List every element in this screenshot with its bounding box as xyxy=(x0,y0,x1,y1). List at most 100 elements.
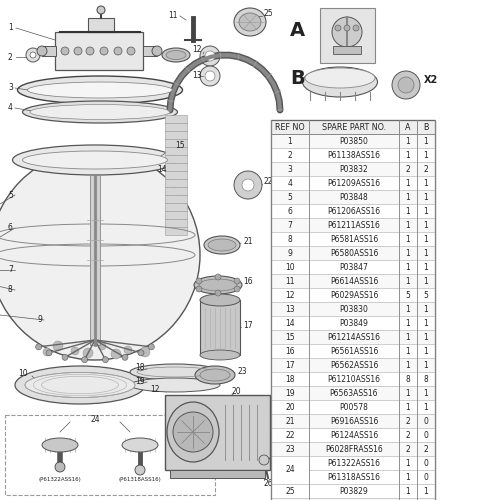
Text: 1: 1 xyxy=(406,136,410,145)
Text: 8: 8 xyxy=(406,374,410,384)
Bar xyxy=(165,227,187,235)
Bar xyxy=(55,32,143,70)
Bar xyxy=(90,175,100,345)
Circle shape xyxy=(86,47,94,55)
Ellipse shape xyxy=(15,366,145,404)
Text: 1: 1 xyxy=(406,276,410,285)
Text: 1: 1 xyxy=(406,248,410,258)
Text: 15: 15 xyxy=(285,332,295,342)
Bar xyxy=(271,134,435,148)
Text: P6028FRASS16: P6028FRASS16 xyxy=(325,444,383,454)
Bar xyxy=(165,115,187,123)
Bar xyxy=(271,246,435,260)
Bar xyxy=(165,395,270,470)
Text: 7: 7 xyxy=(8,266,13,274)
Text: P03830: P03830 xyxy=(340,304,368,314)
Bar xyxy=(270,415,282,430)
Text: P03850: P03850 xyxy=(340,136,368,145)
Circle shape xyxy=(0,150,200,360)
Text: P6563ASS16: P6563ASS16 xyxy=(330,388,378,398)
Ellipse shape xyxy=(18,76,182,104)
Circle shape xyxy=(62,354,68,360)
Bar xyxy=(271,498,435,500)
Text: 9: 9 xyxy=(38,316,43,324)
Text: 1: 1 xyxy=(288,136,292,145)
Circle shape xyxy=(140,347,150,357)
Text: 2: 2 xyxy=(288,150,292,160)
Text: 2: 2 xyxy=(406,164,410,173)
Bar xyxy=(271,400,435,414)
Text: 2: 2 xyxy=(424,444,428,454)
Text: 19: 19 xyxy=(136,376,145,386)
Text: SPARE PART NO.: SPARE PART NO. xyxy=(322,122,386,132)
Bar xyxy=(271,204,435,218)
Ellipse shape xyxy=(30,104,170,120)
Circle shape xyxy=(53,341,63,351)
Text: P61206ASS16: P61206ASS16 xyxy=(328,206,380,216)
Bar xyxy=(333,46,361,54)
Text: 20: 20 xyxy=(232,388,241,396)
Circle shape xyxy=(215,274,221,280)
Text: 20: 20 xyxy=(285,402,295,411)
Ellipse shape xyxy=(28,82,172,98)
Circle shape xyxy=(398,77,414,93)
Circle shape xyxy=(97,6,105,14)
Text: 8: 8 xyxy=(8,286,13,294)
Text: 1: 1 xyxy=(424,234,428,244)
Text: 23: 23 xyxy=(285,444,295,454)
Text: 1: 1 xyxy=(424,304,428,314)
Text: P6581ASS16: P6581ASS16 xyxy=(330,234,378,244)
Text: 1: 1 xyxy=(424,248,428,258)
Text: P61322ASS16: P61322ASS16 xyxy=(328,458,380,468)
Ellipse shape xyxy=(12,145,177,175)
Text: P03848: P03848 xyxy=(340,192,368,202)
Circle shape xyxy=(173,412,213,452)
Text: 10: 10 xyxy=(18,370,28,378)
Text: P6562ASS16: P6562ASS16 xyxy=(330,360,378,370)
Text: 5: 5 xyxy=(288,192,292,202)
Text: 1: 1 xyxy=(406,206,410,216)
Bar xyxy=(271,260,435,274)
Circle shape xyxy=(215,290,221,296)
Text: A: A xyxy=(290,20,305,40)
Circle shape xyxy=(392,71,420,99)
Bar xyxy=(165,163,187,171)
Circle shape xyxy=(344,25,350,31)
Bar xyxy=(271,456,435,484)
Text: 3: 3 xyxy=(288,164,292,173)
Text: 4: 4 xyxy=(8,104,13,112)
Circle shape xyxy=(152,46,162,56)
Text: 1: 1 xyxy=(406,472,410,482)
Text: P6580ASS16: P6580ASS16 xyxy=(330,248,378,258)
Bar xyxy=(320,8,375,63)
Text: 12: 12 xyxy=(192,46,202,54)
Text: 24: 24 xyxy=(90,416,100,424)
Text: 1: 1 xyxy=(424,388,428,398)
Text: 6: 6 xyxy=(288,206,292,216)
Text: 0: 0 xyxy=(424,416,428,426)
Ellipse shape xyxy=(42,438,78,452)
Bar xyxy=(165,139,187,147)
Text: P61138ASS16: P61138ASS16 xyxy=(328,150,380,160)
Text: 26: 26 xyxy=(264,478,274,488)
Text: 1: 1 xyxy=(406,262,410,272)
Text: 11: 11 xyxy=(168,10,178,20)
Bar xyxy=(271,442,435,456)
Text: P03847: P03847 xyxy=(340,262,368,272)
Text: 14: 14 xyxy=(158,166,167,174)
Text: 21: 21 xyxy=(285,416,295,426)
Text: 1: 1 xyxy=(424,206,428,216)
Bar xyxy=(165,171,187,179)
Text: 1: 1 xyxy=(424,318,428,328)
Text: 2: 2 xyxy=(406,430,410,440)
Ellipse shape xyxy=(199,279,237,291)
Ellipse shape xyxy=(302,67,378,97)
Text: 17: 17 xyxy=(285,360,295,370)
Text: 24: 24 xyxy=(285,466,295,474)
Text: 7: 7 xyxy=(288,220,292,230)
Ellipse shape xyxy=(194,276,242,294)
Text: 1: 1 xyxy=(424,136,428,145)
Ellipse shape xyxy=(162,48,190,62)
Text: 1: 1 xyxy=(406,360,410,370)
Text: 1: 1 xyxy=(406,220,410,230)
